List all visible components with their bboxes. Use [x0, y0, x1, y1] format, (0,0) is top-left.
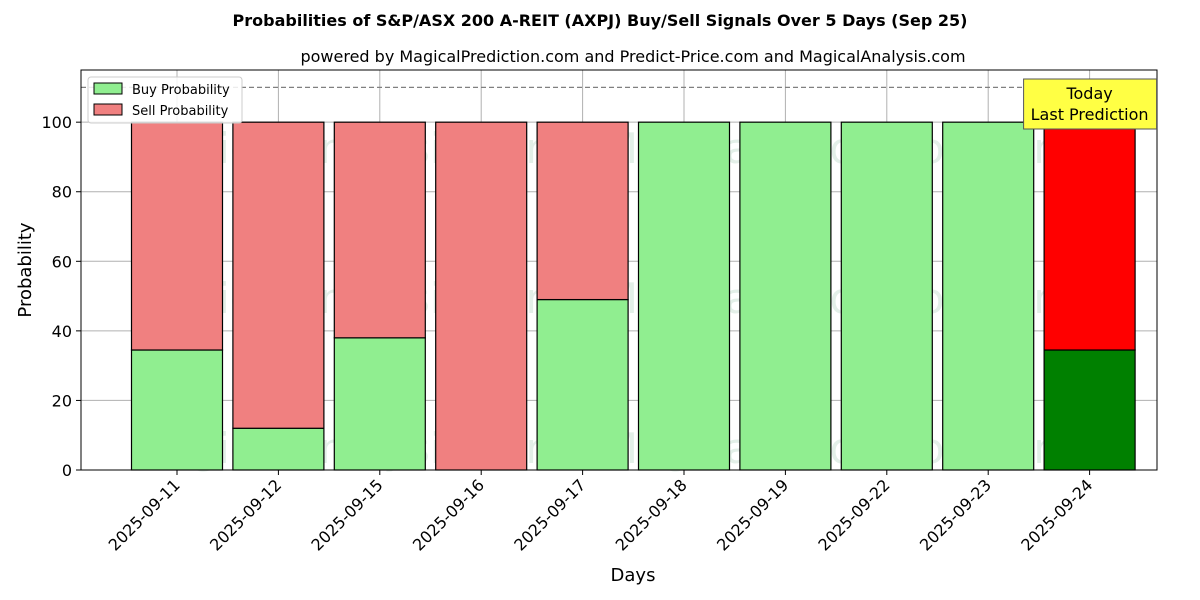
- annotation-today: Today: [1065, 84, 1112, 103]
- bar-buy: [536, 298, 629, 471]
- annotation-box: [1023, 78, 1158, 130]
- bars: [130, 121, 1136, 471]
- x-tick-label: 2025-09-18: [612, 475, 691, 554]
- y-axis-label: Probability: [15, 222, 36, 317]
- y-tick-label: 60: [52, 252, 72, 271]
- x-tick-label: 2025-09-17: [510, 475, 589, 554]
- bar-buy: [942, 121, 1035, 471]
- legend-swatch-buy: [93, 82, 123, 95]
- bar-buy: [333, 337, 426, 471]
- legend-label-sell: Sell Probability: [132, 104, 229, 119]
- x-tick-label: 2025-09-23: [916, 475, 995, 554]
- x-tick-label: 2025-09-11: [105, 475, 184, 554]
- bar-buy: [1043, 349, 1136, 471]
- bar-buy: [739, 121, 832, 471]
- legend: Buy Probability Sell Probability: [87, 76, 243, 124]
- x-tick-label: 2025-09-22: [814, 475, 893, 554]
- bar-sell: [536, 121, 629, 301]
- legend-label-buy: Buy Probability: [132, 83, 230, 98]
- x-tick-label: 2025-09-24: [1017, 475, 1096, 554]
- y-tick-label: 0: [62, 461, 72, 480]
- plot-frame: [80, 69, 1158, 471]
- bar-buy: [232, 427, 325, 471]
- legend-box: [87, 76, 243, 124]
- today-annotation: Today Last Prediction: [1023, 78, 1158, 130]
- y-tick-label: 20: [52, 391, 72, 410]
- bar-sell: [333, 121, 426, 339]
- bar-sell: [130, 121, 224, 351]
- chart-title: Probabilities of S&P/ASX 200 A-REIT (AXP…: [233, 11, 968, 30]
- bar-sell: [232, 121, 325, 429]
- bar-buy: [840, 121, 933, 471]
- x-tick-label: 2025-09-15: [307, 475, 386, 554]
- x-tick-label: 2025-09-12: [206, 475, 285, 554]
- bar-buy: [637, 121, 731, 471]
- x-tick-label: 2025-09-19: [713, 475, 792, 554]
- x-tick-label: 2025-09-16: [409, 475, 488, 554]
- chart-subtitle: powered by MagicalPrediction.com and Pre…: [300, 47, 965, 66]
- y-tick-label: 40: [52, 322, 72, 341]
- bar-buy: [130, 349, 224, 471]
- annotation-last-prediction: Last Prediction: [1031, 105, 1149, 124]
- legend-swatch-sell: [93, 103, 123, 116]
- y-axis: 0 20 40 60 80 100: [41, 113, 81, 480]
- bar-sell: [1043, 121, 1136, 351]
- y-tick-label: 100: [41, 113, 72, 132]
- x-axis: 2025-09-11 2025-09-12 2025-09-15 2025-09-16…: [105, 470, 1096, 555]
- bar-sell: [435, 121, 528, 471]
- x-axis-label: Days: [611, 565, 656, 586]
- y-tick-label: 80: [52, 183, 72, 202]
